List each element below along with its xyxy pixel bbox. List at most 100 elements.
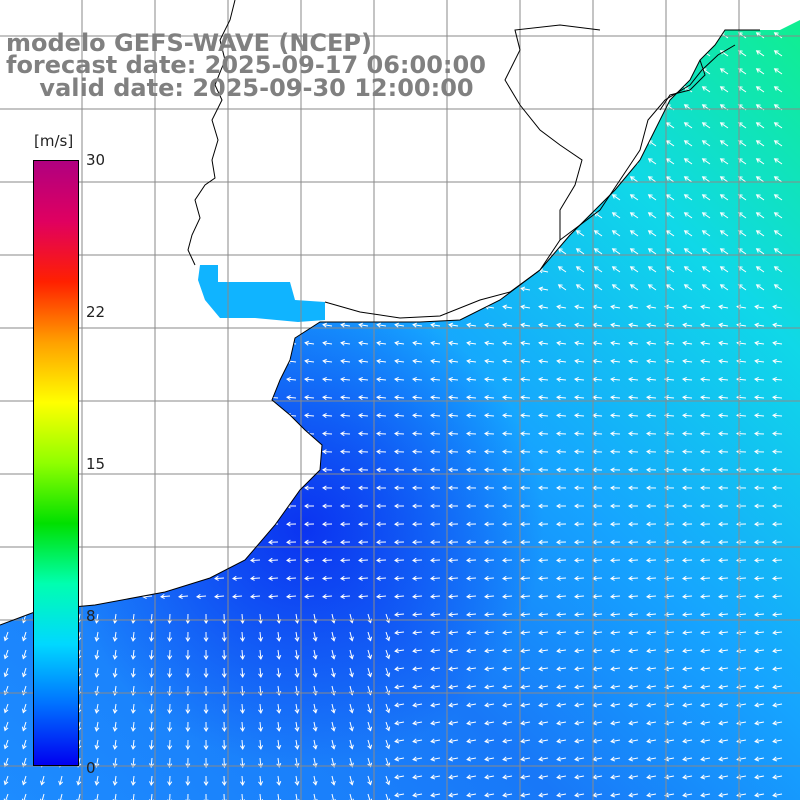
wind-arrow-head	[538, 123, 544, 129]
wind-arrow	[772, 613, 783, 616]
wind-arrow	[412, 378, 423, 381]
wind-arrow	[612, 140, 621, 147]
wind-arrow	[628, 433, 639, 435]
wind-arrow-head	[196, 358, 201, 364]
wind-arrow-head	[484, 756, 490, 762]
wind-arrow	[0, 595, 9, 598]
wind-arrow	[466, 396, 477, 399]
wind-arrow-head	[0, 575, 3, 581]
wind-arrow-head	[106, 214, 112, 219]
wind-arrow-head	[88, 539, 93, 545]
wind-arrow-head	[349, 708, 354, 714]
wind-arrow	[161, 287, 171, 291]
wind-arrow-head	[358, 593, 363, 599]
wind-arrow-head	[340, 467, 345, 473]
wind-arrow-head	[0, 539, 3, 545]
wind-arrow	[150, 793, 153, 800]
wind-arrow	[755, 631, 765, 634]
wind-arrow	[377, 287, 387, 291]
wind-arrow	[197, 142, 207, 147]
wind-arrow	[646, 433, 657, 435]
wind-arrow-head	[700, 612, 705, 618]
wind-arrow	[143, 342, 153, 345]
wind-arrow	[143, 160, 153, 165]
wind-arrow-head	[538, 322, 543, 328]
wind-arrow	[684, 194, 693, 201]
wind-arrow	[774, 122, 783, 129]
wind-arrow	[376, 414, 387, 417]
wind-arrow	[17, 215, 27, 219]
wind-arrow	[395, 324, 405, 327]
wind-arrow-head	[466, 485, 471, 491]
wind-arrow	[150, 775, 153, 786]
wind-arrow	[268, 378, 279, 381]
wind-arrow-head	[376, 503, 381, 509]
wind-arrow-head	[718, 413, 723, 419]
wind-arrow-head	[755, 104, 761, 109]
wind-arrow-head	[629, 194, 635, 199]
wind-arrow	[756, 86, 765, 93]
wind-arrow	[0, 142, 9, 147]
wind-arrow	[557, 360, 567, 363]
wind-arrow-head	[502, 69, 508, 75]
wind-arrow	[286, 595, 297, 598]
wind-arrow-head	[610, 774, 616, 780]
wind-arrow	[557, 739, 567, 743]
wind-arrow-head	[628, 304, 633, 310]
wind-arrow-head	[448, 738, 454, 744]
wind-arrow-head	[718, 792, 724, 798]
wind-arrow	[630, 32, 639, 39]
wind-arrow-head	[376, 340, 381, 346]
wind-arrow-head	[430, 521, 435, 527]
wind-arrow-head	[185, 655, 191, 660]
wind-arrow-head	[304, 141, 310, 147]
wind-arrow	[647, 360, 657, 363]
wind-arrow-head	[0, 557, 3, 563]
wind-arrow-head	[394, 702, 400, 708]
wind-arrow-head	[106, 250, 112, 256]
wind-arrow-head	[276, 655, 282, 660]
wind-arrow	[449, 269, 459, 273]
wind-arrow	[738, 140, 747, 147]
wind-arrow	[467, 197, 477, 201]
wind-arrow	[233, 124, 243, 129]
wind-arrow	[161, 124, 171, 129]
wind-arrow-head	[718, 648, 723, 654]
wind-arrow-head	[322, 449, 327, 455]
wind-arrow-head	[754, 702, 760, 708]
wind-arrow	[484, 433, 495, 435]
wind-arrow	[647, 721, 657, 725]
wind-arrow	[665, 667, 675, 670]
wind-arrow-head	[646, 467, 651, 473]
wind-arrow	[322, 396, 333, 399]
wind-arrow-head	[646, 738, 652, 744]
wind-arrow	[169, 739, 171, 750]
wind-arrow-head	[538, 702, 544, 708]
wind-arrow	[719, 721, 729, 725]
wind-arrow	[340, 414, 351, 417]
wind-arrow-head	[502, 304, 507, 310]
wind-arrow	[700, 595, 711, 598]
wind-arrow	[774, 50, 783, 57]
wind-arrow-head	[773, 284, 779, 289]
wind-arrow-head	[160, 503, 165, 509]
wind-arrow-head	[430, 268, 436, 274]
wind-arrow-head	[322, 250, 328, 256]
wind-arrow-head	[276, 727, 282, 732]
wind-arrow-head	[755, 122, 761, 127]
wind-arrow	[666, 158, 675, 165]
wind-arrow-head	[682, 666, 687, 672]
wind-arrow	[89, 142, 99, 147]
wind-arrow-head	[448, 358, 453, 364]
wind-arrow	[539, 20, 549, 21]
wind-arrow-head	[520, 557, 525, 563]
wind-arrow-head	[575, 122, 581, 127]
wind-arrow-head	[3, 744, 9, 750]
wind-arrow-head	[631, 15, 635, 19]
wind-arrow-head	[466, 756, 472, 762]
wind-arrow	[413, 757, 423, 761]
wind-arrow-head	[484, 87, 490, 93]
wind-arrow	[178, 433, 189, 435]
wind-arrow-head	[221, 745, 227, 750]
